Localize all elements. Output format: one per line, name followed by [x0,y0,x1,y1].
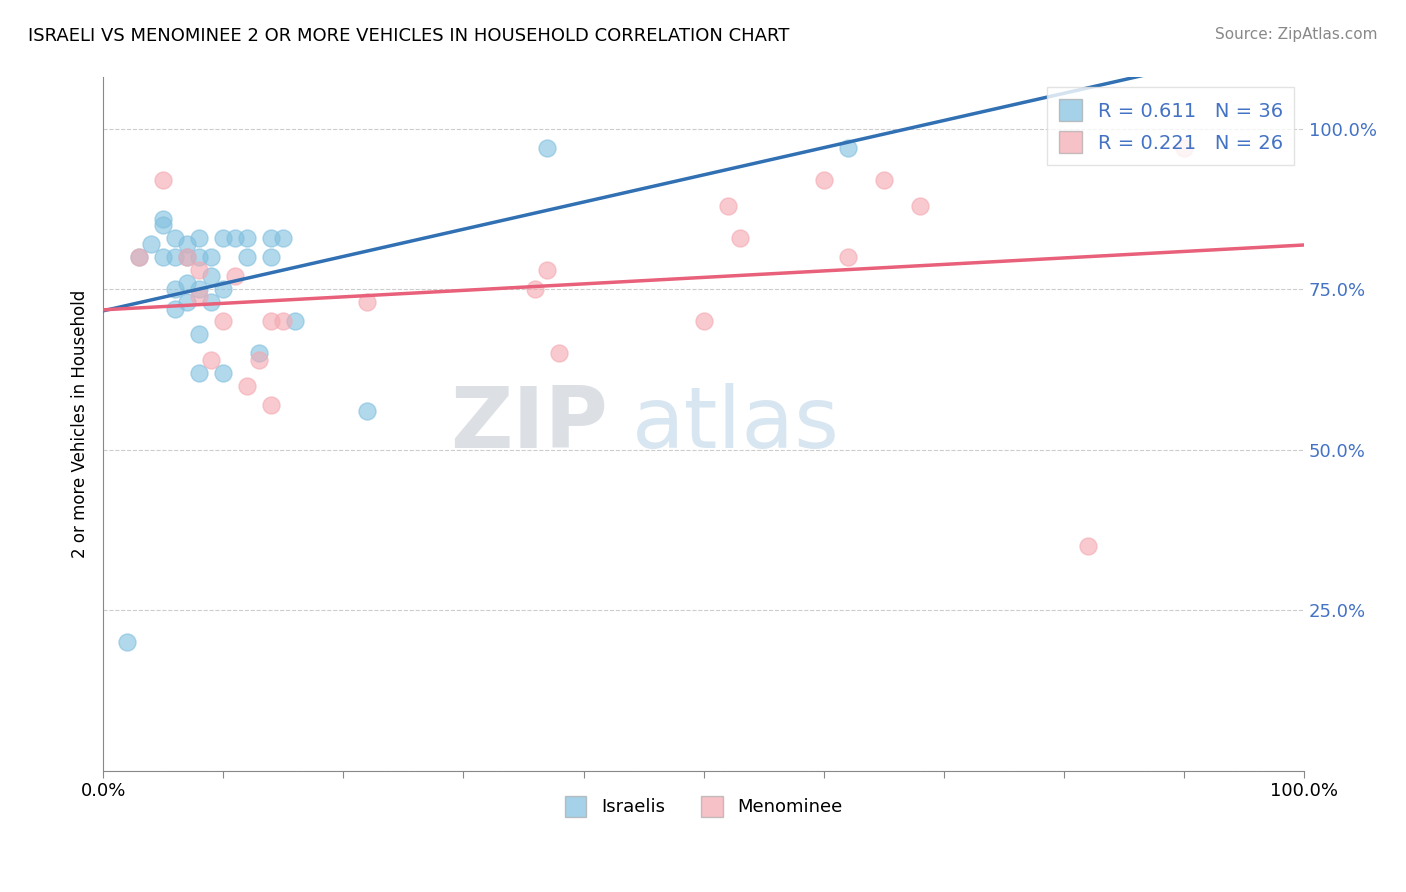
Point [115,635,138,649]
Legend: Israelis, Menominee: Israelis, Menominee [558,789,849,824]
Point [224,269,246,284]
Point [271,314,294,328]
Point [200,269,222,284]
Point [200,250,222,264]
Point [212,366,235,380]
Point [200,295,222,310]
Point [176,250,198,264]
Point [188,250,211,264]
Point [717,199,740,213]
Point [536,141,558,155]
Point [176,237,198,252]
Point [271,231,294,245]
Point [141,237,163,252]
Point [260,398,283,412]
Point [247,346,270,360]
Point [176,250,198,264]
Point [247,352,270,367]
Point [236,231,259,245]
Point [188,263,211,277]
Point [536,263,558,277]
Point [260,231,283,245]
Point [837,141,859,155]
Point [212,282,235,296]
Point [524,282,547,296]
Point [236,378,259,392]
Point [356,404,378,418]
Point [284,314,307,328]
Point [165,301,187,316]
Point [224,231,246,245]
Point [188,231,211,245]
Point [260,250,283,264]
Point [176,276,198,290]
Point [165,250,187,264]
Point [188,327,211,342]
Point [1173,141,1195,155]
Text: atlas: atlas [631,383,839,466]
Point [692,314,714,328]
Y-axis label: 2 or more Vehicles in Household: 2 or more Vehicles in Household [72,290,89,558]
Point [188,282,211,296]
Point [873,173,896,187]
Point [356,295,378,310]
Point [152,211,174,226]
Point [236,250,259,264]
Text: Source: ZipAtlas.com: Source: ZipAtlas.com [1215,27,1378,42]
Point [212,231,235,245]
Point [152,218,174,232]
Point [548,346,571,360]
Text: ZIP: ZIP [450,383,607,466]
Point [837,250,859,264]
Point [728,231,751,245]
Text: ISRAELI VS MENOMINEE 2 OR MORE VEHICLES IN HOUSEHOLD CORRELATION CHART: ISRAELI VS MENOMINEE 2 OR MORE VEHICLES … [28,27,790,45]
Point [165,282,187,296]
Point [1077,539,1099,553]
Point [260,314,283,328]
Point [165,231,187,245]
Point [813,173,835,187]
Point [908,199,931,213]
Point [188,288,211,302]
Point [152,250,174,264]
Point [200,352,222,367]
Point [188,366,211,380]
Point [152,173,174,187]
Point [212,314,235,328]
Point [176,295,198,310]
Point [128,250,150,264]
Point [128,250,150,264]
